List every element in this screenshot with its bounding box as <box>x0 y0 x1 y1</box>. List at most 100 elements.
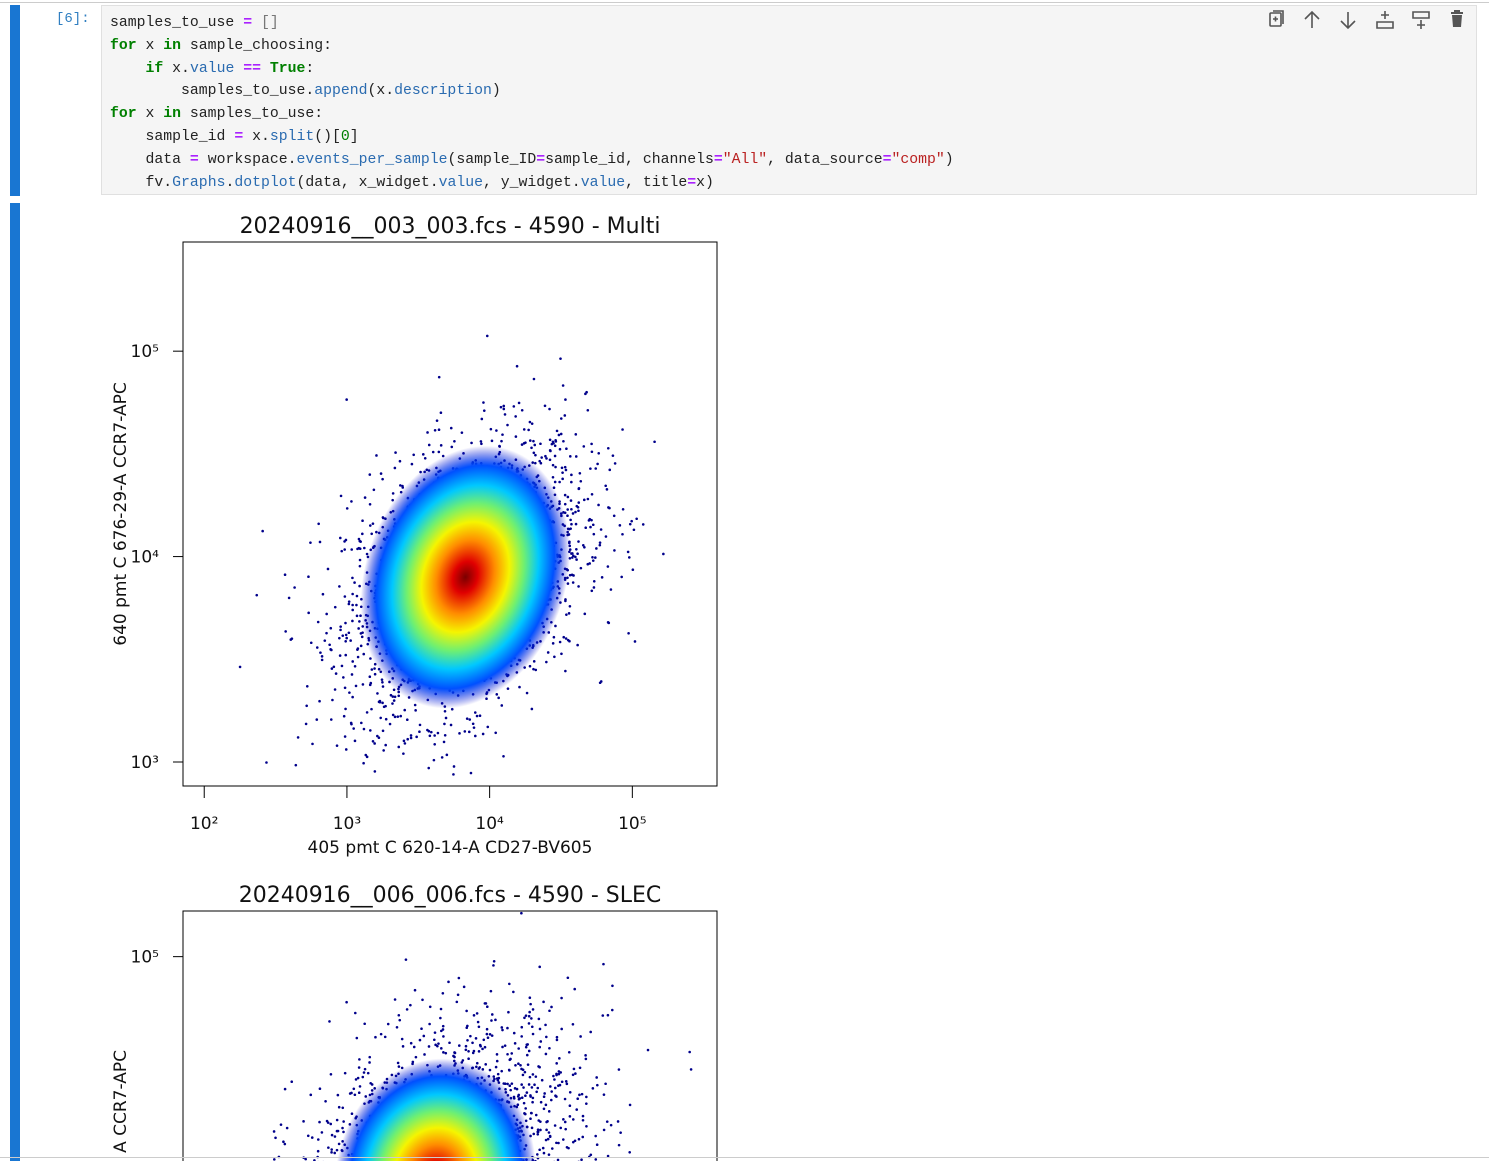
scatter-dot <box>606 446 610 450</box>
scatter-dot <box>388 722 392 726</box>
scatter-dot <box>554 465 557 469</box>
scatter-dot <box>591 1087 595 1090</box>
scatter-dot <box>368 675 372 679</box>
scatter-dot <box>333 605 337 609</box>
scatter-dot <box>443 722 446 726</box>
scatter-dot <box>427 766 431 770</box>
scatter-dot <box>398 459 402 463</box>
scatter-dot <box>514 1064 517 1067</box>
scatter-dot <box>529 1002 532 1006</box>
scatter-dot <box>369 657 372 660</box>
scatter-dot <box>571 1022 575 1026</box>
scatter-dot <box>340 549 344 553</box>
scatter-dot <box>449 723 453 727</box>
scatter-dot <box>452 765 456 768</box>
x-tick-label: 10⁴ <box>475 814 504 834</box>
scatter-dot <box>518 685 521 689</box>
insert-above-button[interactable] <box>1376 11 1394 29</box>
code-token: = <box>189 151 199 168</box>
scatter-dot <box>418 730 421 734</box>
scatter-dot <box>396 715 400 718</box>
scatter-dot <box>517 1047 520 1050</box>
scatter-dot <box>330 1151 333 1154</box>
scatter-dot <box>520 911 523 915</box>
scatter-dot <box>594 1158 598 1161</box>
scatter-dot <box>545 1120 548 1124</box>
scatter-dot <box>361 519 364 523</box>
scatter-dot <box>545 660 548 664</box>
duplicate-button[interactable] <box>1269 10 1284 27</box>
scatter-dot <box>495 1053 499 1056</box>
scatter-dot <box>497 696 500 700</box>
scatter-dot <box>581 1135 585 1139</box>
scatter-dot <box>510 1082 514 1085</box>
output-collapse-bar[interactable] <box>10 203 20 1161</box>
scatter-dot <box>517 1093 521 1097</box>
scatter-dot <box>560 466 564 470</box>
scatter-dot <box>550 1147 554 1150</box>
scatter-dot <box>523 1070 527 1074</box>
code-token: sample_choosing: <box>181 37 332 54</box>
scatter-dot <box>452 773 455 776</box>
scatter-dot <box>599 680 603 683</box>
code-token: dotplot <box>234 174 297 191</box>
move-down-button[interactable] <box>1340 12 1356 30</box>
scatter-dot <box>585 1095 588 1099</box>
scatter-dot <box>553 1124 557 1127</box>
scatter-dot <box>405 718 409 721</box>
scatter-dot <box>512 405 516 408</box>
scatter-dot <box>357 546 361 550</box>
scatter-dot <box>566 495 570 499</box>
code-line: samples_to_use.append(x.description) <box>110 80 1476 103</box>
scatter-dot <box>423 456 427 460</box>
scatter-dot <box>486 1005 489 1009</box>
scatter-dot <box>475 1012 479 1015</box>
scatter-dot <box>553 444 557 448</box>
scatter-dot <box>440 1047 443 1050</box>
insert-below-button[interactable] <box>1412 11 1430 29</box>
scatter-dot <box>283 573 287 577</box>
code-token: "comp" <box>891 151 945 168</box>
scatter-dot <box>485 334 489 338</box>
scatter-dot <box>597 503 600 507</box>
code-token: for <box>110 37 137 54</box>
scatter-dot <box>353 739 357 743</box>
scatter-dot <box>414 1055 418 1059</box>
scatter-dot <box>311 742 314 746</box>
scatter-dot <box>377 736 381 740</box>
code-editor[interactable]: samples_to_use = [] for x in sample_choos… <box>101 5 1477 195</box>
scatter-dot <box>532 660 536 663</box>
scatter-dot <box>448 1041 451 1045</box>
scatter-dot <box>464 1044 468 1048</box>
scatter-dot <box>329 718 333 721</box>
scatter-dot <box>514 435 518 438</box>
scatter-dot <box>567 1050 571 1054</box>
delete-button[interactable] <box>1451 10 1463 27</box>
scatter-dot <box>485 1027 489 1031</box>
scatter-dot <box>520 1035 523 1038</box>
scatter-dot <box>611 984 614 988</box>
scatter-dot <box>631 568 635 571</box>
move-up-button[interactable] <box>1304 10 1320 28</box>
scatter-dot <box>559 417 563 420</box>
scatter-dot <box>450 445 454 449</box>
scatter-dot <box>576 643 579 647</box>
scatter-dot <box>472 726 476 729</box>
scatter-dot <box>488 1032 492 1036</box>
cell-selection-bar[interactable] <box>10 5 20 196</box>
scatter-dot <box>538 459 541 463</box>
scatter-dot <box>555 1141 558 1145</box>
scatter-dot <box>328 643 331 647</box>
scatter-dot <box>635 517 638 521</box>
scatter-dot <box>561 384 565 387</box>
scatter-dot <box>272 1130 276 1133</box>
scatter-dot <box>409 736 413 740</box>
scatter-dot <box>533 1083 536 1087</box>
scatter-dot <box>364 753 368 757</box>
scatter-dot <box>363 1022 366 1026</box>
code-token: in <box>163 37 182 54</box>
scatter-dot <box>362 727 366 731</box>
scatter-dot <box>612 514 616 518</box>
scatter-dot <box>499 405 503 409</box>
